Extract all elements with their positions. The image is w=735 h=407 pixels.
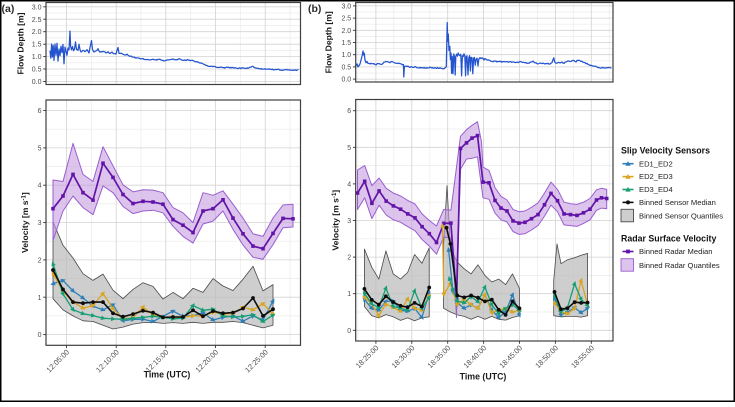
svg-text:Radar Surface Velocity: Radar Surface Velocity [621,234,716,244]
svg-text:1.0: 1.0 [32,54,42,61]
svg-text:0.0: 0.0 [32,79,42,86]
svg-text:4: 4 [347,181,351,188]
svg-text:1: 1 [347,291,351,298]
svg-text:Flow Depth [m]: Flow Depth [m] [15,12,25,74]
svg-text:0.5: 0.5 [341,64,351,71]
svg-text:Time (UTC): Time (UTC) [144,370,191,380]
svg-text:1.0: 1.0 [341,52,351,59]
svg-text:3.0: 3.0 [341,3,351,10]
svg-text:Time (UTC): Time (UTC) [460,372,507,382]
svg-text:6: 6 [347,108,351,115]
svg-text:2: 2 [38,257,42,264]
svg-text:2.0: 2.0 [341,28,351,35]
svg-text:3: 3 [347,218,351,225]
svg-text:ED2_ED3: ED2_ED3 [639,172,673,181]
svg-text:5: 5 [38,145,42,152]
svg-text:2.0: 2.0 [32,29,42,36]
svg-text:0: 0 [38,332,42,339]
svg-text:Binned Sensor Median: Binned Sensor Median [639,198,716,207]
svg-text:Velocity [m s-1]: Velocity [m s-1] [20,192,30,253]
svg-text:ED3_ED4: ED3_ED4 [639,185,673,194]
svg-text:(b): (b) [308,3,321,15]
svg-text:1: 1 [38,295,42,302]
svg-text:2.5: 2.5 [32,17,42,24]
svg-text:2: 2 [347,255,351,262]
svg-text:0: 0 [347,328,351,335]
svg-text:0.0: 0.0 [341,77,351,84]
svg-text:(a): (a) [2,3,15,15]
svg-text:1.5: 1.5 [32,42,42,49]
svg-text:3: 3 [38,220,42,227]
svg-text:Slip Velocity Sensors: Slip Velocity Sensors [621,146,710,156]
svg-text:6: 6 [38,108,42,115]
svg-text:2.5: 2.5 [341,16,351,23]
svg-text:Binned Radar Median: Binned Radar Median [639,247,712,256]
svg-text:Flow Depth [m]: Flow Depth [m] [323,11,333,73]
svg-text:ED1_ED2: ED1_ED2 [639,159,673,168]
svg-text:Binned Sensor Quantiles: Binned Sensor Quantiles [639,211,723,220]
svg-text:1.5: 1.5 [341,40,351,47]
svg-text:5: 5 [347,145,351,152]
svg-text:4: 4 [38,183,42,190]
svg-text:0.5: 0.5 [32,67,42,74]
svg-text:Velocity [m s-1]: Velocity [m s-1] [331,190,341,251]
svg-text:Binned Radar Quantiles: Binned Radar Quantiles [639,261,720,270]
svg-text:3.0: 3.0 [32,4,42,11]
